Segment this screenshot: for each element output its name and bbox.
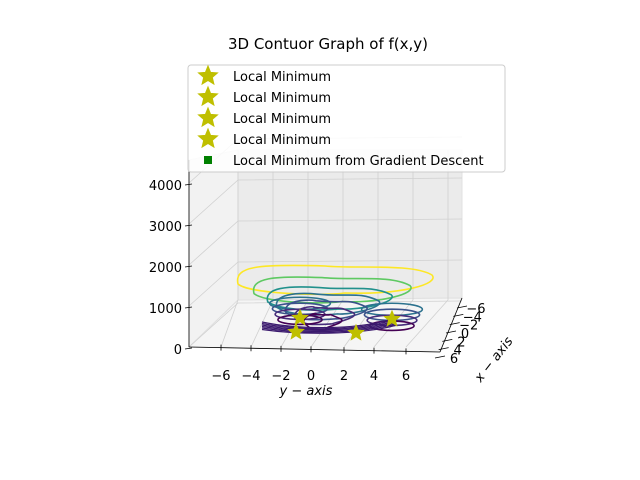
x-tick-label: −6 — [466, 302, 485, 317]
x-axis-label: x − axis — [471, 334, 516, 386]
z-tick-mark — [184, 306, 193, 309]
z-tick-label: 2000 — [149, 261, 182, 276]
legend-star-icon — [197, 64, 219, 86]
floor-gridline — [220, 299, 239, 348]
legend-entry-label: Local Minimum — [233, 133, 331, 148]
y-tick-label: 4 — [370, 369, 378, 384]
contour-line — [261, 318, 396, 330]
y-tick-label: −6 — [211, 369, 230, 384]
legend-square-icon — [204, 156, 212, 164]
local-minimum-star — [383, 309, 401, 327]
local-minimum-star — [291, 308, 309, 326]
z-tick-mark — [184, 183, 193, 186]
y-tick-label: −4 — [241, 369, 260, 384]
legend: Local Minimum Local Minimum Local Minimum L… — [187, 64, 506, 173]
x-tick-mark — [445, 330, 457, 334]
x-tick-label: −4 — [463, 310, 482, 325]
x-tick-mark — [438, 347, 449, 351]
legend-entry-label: Local Minimum from Gradient Descent — [233, 154, 484, 169]
z-tick-mark — [184, 347, 193, 350]
z-axis-ticks: 0 1000 2000 3000 4000 — [149, 179, 193, 358]
contour-line — [252, 276, 412, 304]
z-tick-label: 1000 — [149, 302, 182, 317]
x-tick-mark — [453, 313, 464, 317]
z-tick-label: 4000 — [149, 179, 182, 194]
z-tick-mark — [184, 265, 193, 268]
y-tick-label: 0 — [307, 369, 315, 384]
legend-entry-label: Local Minimum — [233, 112, 331, 127]
legend-box — [187, 64, 506, 173]
contour-line — [261, 321, 396, 332]
legend-star-icon — [197, 106, 219, 128]
y-axis-label: y − axis — [279, 384, 333, 399]
x-axis-line — [439, 297, 463, 353]
legend-entry-label: Local Minimum — [233, 91, 331, 106]
x-tick-mark — [434, 355, 446, 359]
legend-entry-label: Local Minimum — [233, 70, 331, 85]
contour-line — [261, 320, 396, 331]
contour-line — [294, 305, 356, 326]
x-tick-label: 0 — [461, 327, 469, 342]
contour-line — [284, 299, 368, 321]
floor-gridline — [405, 299, 449, 348]
y-tick-label: 2 — [340, 369, 348, 384]
legend-star-icon — [197, 127, 219, 149]
z-tick-label: 0 — [174, 343, 182, 358]
minima-markers — [287, 308, 401, 341]
legend-star-icon — [197, 85, 219, 107]
y-axis-line — [188, 346, 441, 353]
z-tick-label: 3000 — [149, 220, 182, 235]
y-tick-label: 6 — [402, 369, 410, 384]
contour-line — [261, 323, 396, 333]
x-tick-label: 6 — [450, 352, 458, 367]
x-tick-label: 4 — [454, 344, 462, 359]
local-minimum-star — [287, 322, 305, 340]
z-tick-mark — [184, 224, 193, 227]
y-tick-label: −2 — [271, 369, 290, 384]
y-axis-ticks: −6 −4 −2 0 2 4 6 — [211, 344, 410, 384]
contour-line — [261, 324, 396, 334]
x-tick-label: 2 — [457, 335, 465, 350]
x-tick-mark — [449, 322, 460, 326]
local-minimum-star — [347, 323, 365, 341]
x-tick-mark — [442, 338, 453, 342]
chart-title: 3D Contuor Graph of f(x,y) — [228, 35, 428, 53]
x-tick-label: −2 — [459, 319, 478, 334]
x-tick-mark — [456, 305, 468, 309]
contour-line — [261, 317, 396, 329]
